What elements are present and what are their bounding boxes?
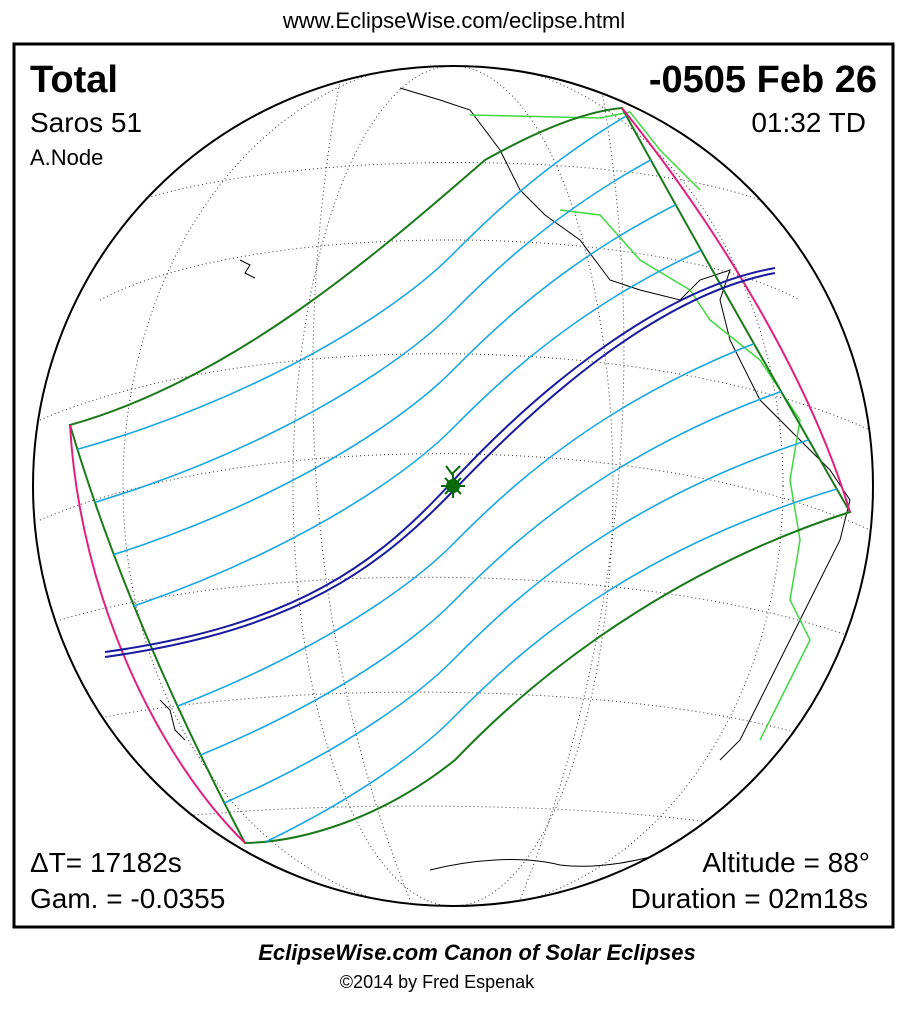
date: -0505 Feb 26 [649, 59, 877, 101]
greatest-eclipse-marker [441, 465, 465, 498]
borders [469, 111, 811, 741]
eclipse-type: Total [30, 59, 118, 101]
saros: Saros 51 [30, 107, 142, 138]
altitude: Altitude = 88° [702, 847, 870, 878]
frame [12, 42, 895, 929]
footer-title: EclipseWise.com Canon of Solar Eclipses [258, 940, 696, 965]
delta-t: ΔT= 17182s [30, 847, 182, 878]
node: A.Node [30, 145, 103, 170]
header-url: www.EclipseWise.com/eclipse.html [282, 8, 625, 33]
time: 01:32 TD [751, 107, 866, 138]
penumbra-limit [68, 106, 852, 845]
gamma: Gam. = -0.0355 [30, 883, 225, 914]
rise-set-curves [69, 107, 851, 844]
copyright: ©2014 by Fred Espenak [340, 972, 535, 992]
globe-outline [32, 65, 874, 907]
duration: Duration = 02m18s [631, 883, 868, 914]
